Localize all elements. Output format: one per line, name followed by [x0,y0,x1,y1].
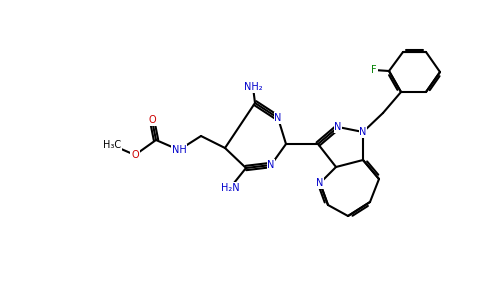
Text: F: F [371,65,377,75]
Text: NH₂: NH₂ [243,82,262,92]
Text: N: N [359,127,367,137]
Text: O: O [131,150,139,160]
Text: NH: NH [172,145,186,155]
Text: N: N [274,113,282,123]
Text: O: O [148,115,156,125]
Text: N: N [334,122,342,132]
Text: N: N [267,160,275,170]
Text: N: N [317,178,324,188]
Text: H₃C: H₃C [103,140,121,150]
Text: H₂N: H₂N [221,183,239,193]
